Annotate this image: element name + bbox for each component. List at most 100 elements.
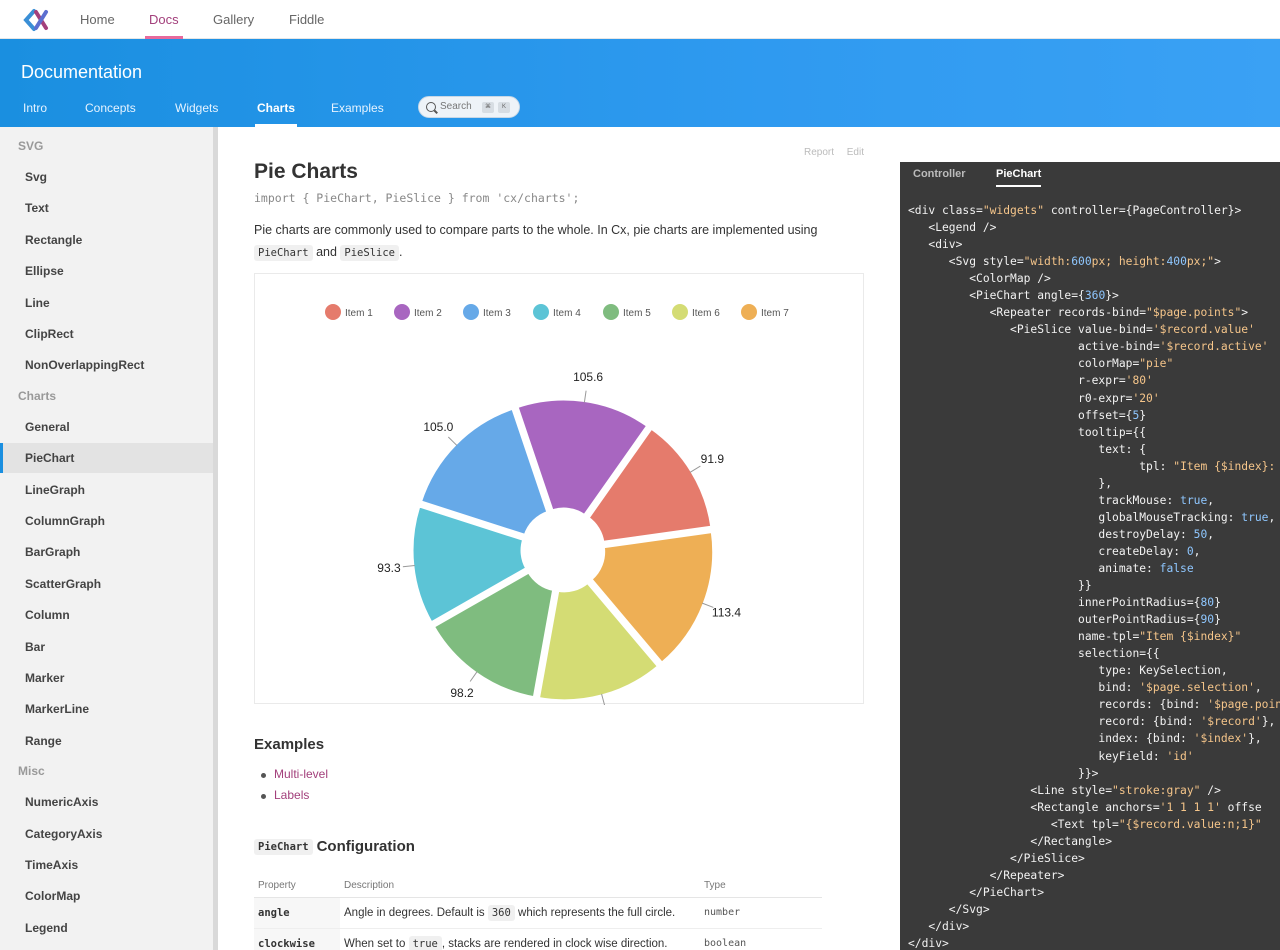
legend-label: Item 6 — [692, 308, 720, 319]
legend-label: Item 3 — [483, 308, 511, 319]
slice-value-label: 93.3 — [377, 561, 401, 575]
pie-slice[interactable] — [418, 406, 550, 538]
tab-examples[interactable]: Examples — [331, 101, 384, 115]
sidebar-item-numericaxis[interactable]: NumericAxis — [25, 795, 99, 810]
legend-entry[interactable]: Item 3 — [463, 304, 511, 320]
configuration-table: Property Description Type angle Angle in… — [254, 875, 822, 950]
sidebar-item-markerline[interactable]: MarkerLine — [25, 702, 90, 717]
legend-swatch — [741, 304, 757, 320]
legend-swatch — [463, 304, 479, 320]
code-tab-controller[interactable]: Controller — [913, 168, 966, 180]
slice-leader-line — [447, 436, 458, 446]
code-pieslice: PieSlice — [340, 245, 399, 261]
desc-text: Angle in degrees. Default is — [344, 906, 485, 919]
nav-gallery[interactable]: Gallery — [213, 12, 255, 27]
sidebar-item-rectangle[interactable]: Rectangle — [25, 232, 83, 247]
property-name: angle — [254, 897, 340, 929]
search-button[interactable]: Search ⌘ K — [418, 96, 520, 118]
sidebar-item-general[interactable]: General — [25, 419, 70, 434]
pie-slice[interactable] — [588, 529, 716, 666]
slice-value-label: 91.9 — [701, 452, 725, 466]
edit-link[interactable]: Edit — [846, 147, 864, 158]
pie-slice[interactable] — [410, 503, 529, 625]
tab-intro[interactable]: Intro — [23, 101, 48, 115]
tab-charts[interactable]: Charts — [254, 101, 298, 127]
sidebar-item-categoryaxis[interactable]: CategoryAxis — [25, 826, 103, 841]
legend-entry[interactable]: Item 4 — [533, 304, 581, 320]
tab-concepts[interactable]: Concepts — [85, 101, 136, 115]
legend-entry[interactable]: Item 2 — [394, 304, 442, 320]
desc-code: 360 — [487, 904, 515, 921]
pie-slice[interactable] — [585, 425, 714, 545]
sidebar-item-colormap[interactable]: ColorMap — [25, 889, 81, 904]
sidebar-section-title: Misc — [18, 764, 45, 779]
legend-swatch — [603, 304, 619, 320]
slice-leader-line — [689, 465, 701, 473]
sidebar-item-marker[interactable]: Marker — [25, 671, 65, 685]
configuration-heading: PieChart Configuration — [254, 838, 415, 855]
desc-text: When set to — [344, 937, 406, 950]
sidebar-item-columngraph[interactable]: ColumnGraph — [25, 514, 105, 528]
page-title: Pie Charts — [254, 160, 358, 183]
legend-swatch — [394, 304, 410, 320]
documentation-header: Documentation Intro Concepts Widgets Cha… — [0, 39, 1280, 127]
sidebar-item-timeaxis[interactable]: TimeAxis — [25, 858, 79, 872]
sidebar-section-title: SVG — [18, 139, 44, 153]
sidebar-item-scattergraph[interactable]: ScatterGraph — [25, 576, 102, 591]
examples-heading: Examples — [254, 736, 325, 753]
pie-slice[interactable] — [431, 569, 556, 700]
sidebar-item-cliprect[interactable]: ClipRect — [25, 327, 74, 341]
legend-swatch — [325, 304, 341, 320]
slice-leader-line — [469, 671, 478, 682]
desc-text: which represents the full circle. — [518, 906, 676, 919]
column-header-type: Type — [700, 875, 822, 898]
shortcut-key-cmd: ⌘ — [482, 102, 494, 113]
sidebar-item-legend[interactable]: Legend — [25, 920, 68, 935]
property-type: boolean — [700, 928, 822, 950]
examples-list: Multi-level Labels — [260, 767, 328, 809]
search-placeholder: Search — [440, 101, 472, 112]
legend-entry[interactable]: Item 1 — [325, 304, 373, 320]
legend-label: Item 7 — [761, 308, 789, 319]
import-statement: import { PieChart, PieSlice } from 'cx/c… — [254, 191, 580, 205]
sidebar: SVG Svg Text Rectangle Ellipse Line ClipRect No… — [0, 127, 218, 950]
example-link-labels[interactable]: Labels — [260, 788, 328, 809]
sidebar-item-column[interactable]: Column — [25, 608, 70, 623]
legend-label: Item 2 — [414, 308, 442, 319]
cx-logo-icon[interactable] — [22, 8, 50, 32]
report-link[interactable]: Report — [803, 147, 834, 158]
intro-and: and — [316, 245, 337, 259]
sidebar-item-text[interactable]: Text — [25, 201, 49, 216]
tab-widgets[interactable]: Widgets — [175, 101, 219, 115]
code-listing: <div class="widgets" controller={PageCon… — [908, 204, 1280, 950]
main-content: Report Edit Pie Charts import { PieChart… — [218, 127, 900, 950]
legend-entry[interactable]: Item 5 — [603, 304, 651, 320]
code-tab-piechart[interactable]: PieChart — [996, 168, 1042, 187]
slice-value-label: 113.4 — [712, 605, 741, 619]
sidebar-item-linegraph[interactable]: LineGraph — [25, 482, 86, 497]
sidebar-item-nonoverlappingrect[interactable]: NonOverlappingRect — [25, 358, 145, 373]
pie-slice[interactable] — [536, 580, 661, 703]
pie-slice[interactable] — [515, 397, 650, 518]
property-type: number — [700, 897, 822, 929]
legend-entry[interactable]: Item 7 — [741, 304, 789, 320]
legend-swatch — [533, 304, 549, 320]
page-actions: Report Edit — [794, 147, 864, 158]
sidebar-item-svg[interactable]: Svg — [25, 170, 48, 184]
sidebar-item-piechart[interactable]: PieChart — [0, 443, 213, 474]
nav-docs[interactable]: Docs — [145, 0, 183, 39]
sidebar-item-line[interactable]: Line — [25, 295, 50, 310]
sidebar-item-bargraph[interactable]: BarGraph — [25, 545, 81, 560]
sidebar-item-ellipse[interactable]: Ellipse — [25, 264, 64, 279]
example-link-multi-level[interactable]: Multi-level — [260, 767, 328, 788]
sidebar-section-title: Charts — [18, 388, 57, 403]
nav-home[interactable]: Home — [80, 12, 115, 27]
sidebar-item-bar[interactable]: Bar — [25, 639, 46, 654]
legend-entry[interactable]: Item 6 — [672, 304, 720, 320]
table-row: angle Angle in degrees. Default is 360 w… — [254, 897, 822, 929]
nav-fiddle[interactable]: Fiddle — [289, 12, 325, 27]
slice-value-label: 105.6 — [573, 370, 603, 384]
config-heading-text: Configuration — [316, 838, 415, 855]
intro-end: . — [398, 245, 403, 259]
sidebar-item-range[interactable]: Range — [25, 733, 62, 748]
